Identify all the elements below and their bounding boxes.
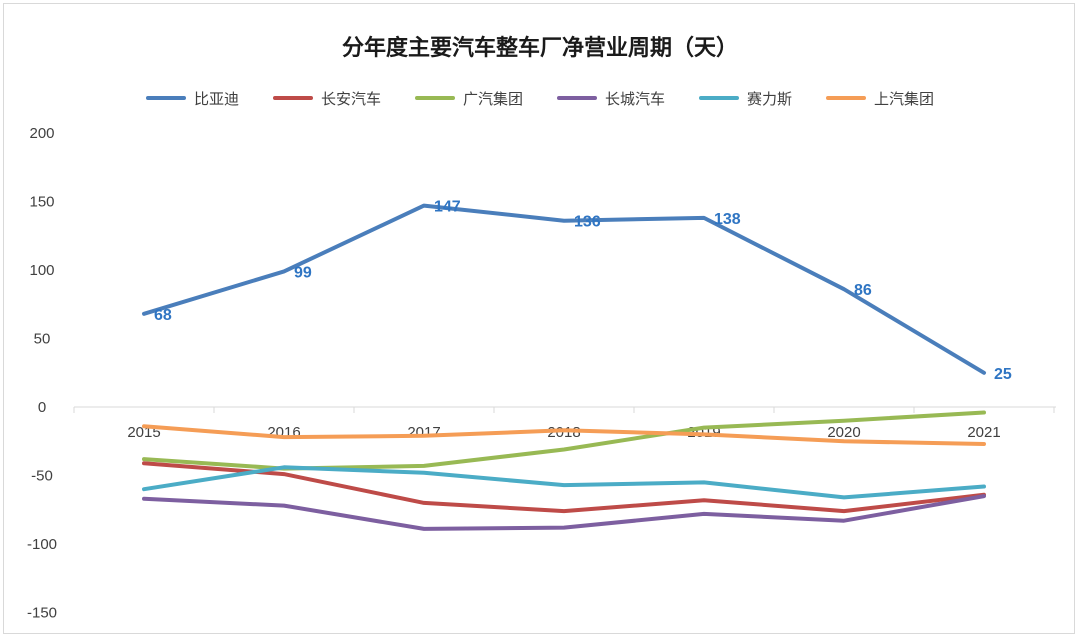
legend-label: 上汽集团: [874, 89, 935, 108]
y-tick-label: 200: [29, 125, 54, 142]
y-tick-label: -100: [27, 536, 57, 553]
x-tick-label: 2021: [967, 424, 1000, 441]
data-label: 147: [434, 199, 461, 216]
legend-item: 赛力斯: [699, 88, 792, 109]
series-line-4: [142, 494, 986, 531]
data-label: 86: [854, 282, 872, 299]
legend-item: 比亚迪: [145, 88, 239, 109]
chart-title: 分年度主要汽车整车厂净营业周期（天）: [341, 36, 738, 61]
data-label: 68: [154, 307, 172, 324]
x-tick-label: 2017: [407, 424, 440, 441]
legend-item: 长安汽车: [272, 88, 381, 109]
legend: 比亚迪 长安汽车 广汽集团 长城汽车 赛力斯 上汽集团: [4, 84, 1076, 112]
y-tick-label: 150: [29, 194, 54, 211]
y-tick-label: -150: [27, 605, 57, 622]
data-label: 99: [294, 264, 312, 281]
legend-label: 比亚迪: [193, 89, 239, 108]
legend-item: 长城汽车: [557, 88, 665, 109]
legend-label: 广汽集团: [462, 89, 523, 108]
legend-item: 上汽集团: [826, 88, 934, 109]
data-label: 136: [574, 214, 601, 231]
legend-swatch: [699, 96, 740, 100]
legend-swatch: [145, 96, 186, 100]
data-label: 138: [714, 211, 741, 228]
y-tick-label: 0: [38, 399, 46, 416]
y-tick-label: 50: [34, 331, 51, 348]
x-tick-label: 2020: [827, 424, 860, 441]
series-line-5: [142, 465, 986, 500]
legend-item: 广汽集团: [414, 88, 523, 109]
x-tick-label: 2018: [547, 424, 580, 441]
legend-swatch: [272, 96, 313, 100]
legend-swatch: [557, 96, 597, 100]
y-tick-label: 100: [29, 262, 54, 279]
legend-swatch: [826, 96, 867, 100]
y-tick-label: -50: [31, 468, 53, 485]
legend-label: 长安汽车: [320, 89, 381, 108]
chart-frame: 分年度主要汽车整车厂净营业周期（天） 比亚迪 长安汽车 广汽集团 长城汽车 赛力斯 上汽集…: [3, 3, 1075, 634]
data-label: 25: [994, 366, 1012, 383]
series-line-6: [142, 424, 986, 446]
legend-label: 长城汽车: [605, 89, 666, 108]
series-line-1: [142, 203, 986, 375]
series-line-2: [142, 461, 986, 514]
legend-label: 赛力斯: [747, 89, 793, 108]
legend-swatch: [414, 96, 455, 100]
